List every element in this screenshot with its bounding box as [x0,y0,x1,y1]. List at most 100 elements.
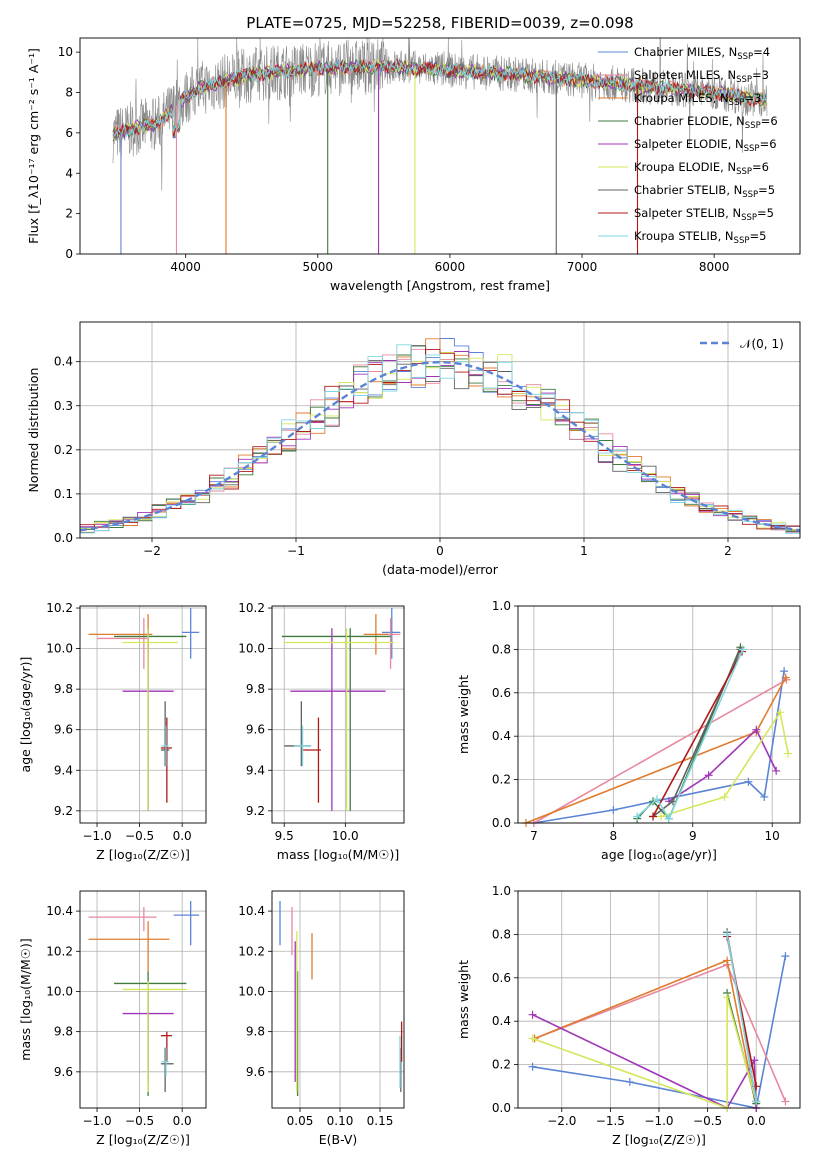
y-tick-label: 9.2 [54,804,73,818]
weight_vs_Z-panel: −2.0 −1.5 −1.0 −0.5 0.0 0.0 0.2 0.4 0.6 0.8 1.0 Z [… [456,884,801,1147]
age_vs_mass-frame [271,605,405,824]
y-tick-label: 0.1 [54,487,73,501]
y-axis-label: Normed distribution [26,368,41,493]
y-tick-label: 0.0 [492,1101,511,1115]
mass-weight-marker [653,795,662,804]
y-tick-label: 10.0 [238,642,265,656]
legend-nssp: =5 [749,229,766,243]
mass-weight-marker [752,1097,761,1106]
x-tick-label: 4000 [170,260,201,274]
x-axis-label: (data-model)/error [382,562,499,577]
y-axis-label: age [log₁₀(age/yr)] [18,657,33,773]
legend-entry: Salpeter ELODIE, NSSP=6 [634,137,777,154]
x-tick-label: 0.0 [173,1114,192,1128]
mass-weight-marker [744,777,753,786]
y-tick-label: 10.2 [46,601,73,615]
x-tick-label: 1 [580,544,588,558]
mass-weight-marker [664,814,673,823]
mass-weight-marker [625,1077,634,1086]
legend-nssp: =4 [753,45,770,59]
legend-entry: 𝒩(0, 1) [740,337,784,351]
mass-weight-marker [609,805,618,814]
x-axis-label: Z [log₁₀(Z/Z☉)] [96,1132,190,1147]
y-tick-label: 10.2 [238,601,265,615]
mass-weight-marker [776,708,785,717]
y-tick-label: 9.8 [54,1025,73,1039]
y-tick-label: 8 [65,86,73,100]
y-tick-label: 9.6 [246,723,265,737]
mass-weight-line [636,649,744,821]
y-tick-label: 9.8 [246,1025,265,1039]
weight_vs_Z-frame [517,890,801,1109]
mass-weight-line [532,997,757,1110]
x-tick-label: 7 [530,829,538,843]
y-tick-label: 4 [65,166,73,180]
mass-weight-marker [752,725,761,734]
mass-weight-line [726,934,757,1102]
y-tick-label: 0.3 [54,399,73,413]
y-tick-label: 9.6 [246,1065,265,1079]
x-tick-label: 0.15 [367,1114,394,1128]
x-tick-label: 10 [765,829,780,843]
normal-curve [79,360,801,532]
spectrum-title: PLATE=0725, MJD=52258, FIBERID=0039, z=0… [246,14,633,32]
legend-entry: Kroupa STELIB, NSSP=5 [634,229,766,246]
mass-weight-marker [649,812,658,821]
legend-subscript: SSP [741,213,757,223]
legend-nssp: =3 [752,68,769,82]
y-tick-label: 10.4 [46,904,73,918]
mass-weight-marker [528,1010,537,1019]
x-tick-label: 9.5 [275,829,294,843]
x-tick-label: −1.0 [82,829,111,843]
legend-entry: Kroupa ELODIE, NSSP=6 [634,160,769,177]
x-tick-label: −1.0 [644,1114,673,1128]
x-tick-label: 10.0 [332,829,359,843]
x-tick-label: −1.5 [596,1114,625,1128]
mass-weight-marker [656,812,665,821]
x-axis-label: wavelength [Angstrom, rest frame] [330,278,550,293]
x-axis-label: Z [log₁₀(Z/Z☉)] [612,1132,706,1147]
mass-weight-marker [781,1097,790,1106]
y-tick-label: 0.6 [492,686,511,700]
legend-entry: Chabrier ELODIE, NSSP=6 [634,114,778,131]
y-tick-label: 0.4 [492,1014,511,1028]
x-tick-label: 0.0 [747,1114,766,1128]
x-axis-label: mass [log₁₀(M/M☉)] [277,847,399,862]
x-axis-label: age [log₁₀(age/yr)] [601,847,717,862]
y-tick-label: 9.4 [246,763,265,777]
x-tick-label: 2 [724,544,732,558]
mass_vs_ebv-frame [271,890,405,1109]
weight_vs_age-frame [517,605,801,824]
x-axis-label: Z [log₁₀(Z/Z☉)] [96,847,190,862]
x-tick-label: −0.5 [693,1114,722,1128]
y-tick-label: 9.8 [54,682,73,696]
y-tick-label: 10.0 [46,642,73,656]
y-axis-label: Flux [f_λ10⁻¹⁷ erg cm⁻² s⁻¹ A⁻¹] [26,48,41,244]
age_vs_mass-panel: 9.5 10.0 9.2 9.4 9.6 9.8 10.0 10.2 mass [log₁₀(M… [238,601,405,862]
y-tick-label: 0.6 [492,971,511,985]
spectrum-panel: 4000 5000 6000 7000 8000 0 2 4 6 8 10 wavelength [A… [26,37,801,293]
x-tick-label: 5000 [303,260,334,274]
y-axis-label: mass weight [456,675,471,754]
mass-weight-marker [781,952,790,961]
mass-weight-marker [528,1062,537,1071]
x-tick-label: 7000 [567,260,598,274]
x-tick-label: 0 [436,544,444,558]
mass-weight-marker [528,1034,537,1043]
mass-weight-marker [781,673,790,682]
x-tick-label: −0.5 [125,829,154,843]
y-tick-label: 2 [65,207,73,221]
y-tick-label: 1.0 [492,884,511,898]
y-tick-label: 0.4 [54,355,73,369]
legend-nssp: =6 [752,160,769,174]
mass-weight-marker [760,792,769,801]
x-tick-label: −1 [287,544,305,558]
x-tick-label: 0.05 [287,1114,314,1128]
age_vs_Z-panel: −1.0 −0.5 0.0 9.2 9.4 9.6 9.8 10.0 10.2 Z [log₁₀(… [18,601,207,862]
y-tick-label: 1.0 [492,599,511,613]
legend-subscript: SSP [736,75,752,85]
residuals-frame [79,321,801,539]
x-tick-label: 8000 [699,260,730,274]
x-tick-label: 0.10 [327,1114,354,1128]
y-tick-label: 9.4 [54,763,73,777]
